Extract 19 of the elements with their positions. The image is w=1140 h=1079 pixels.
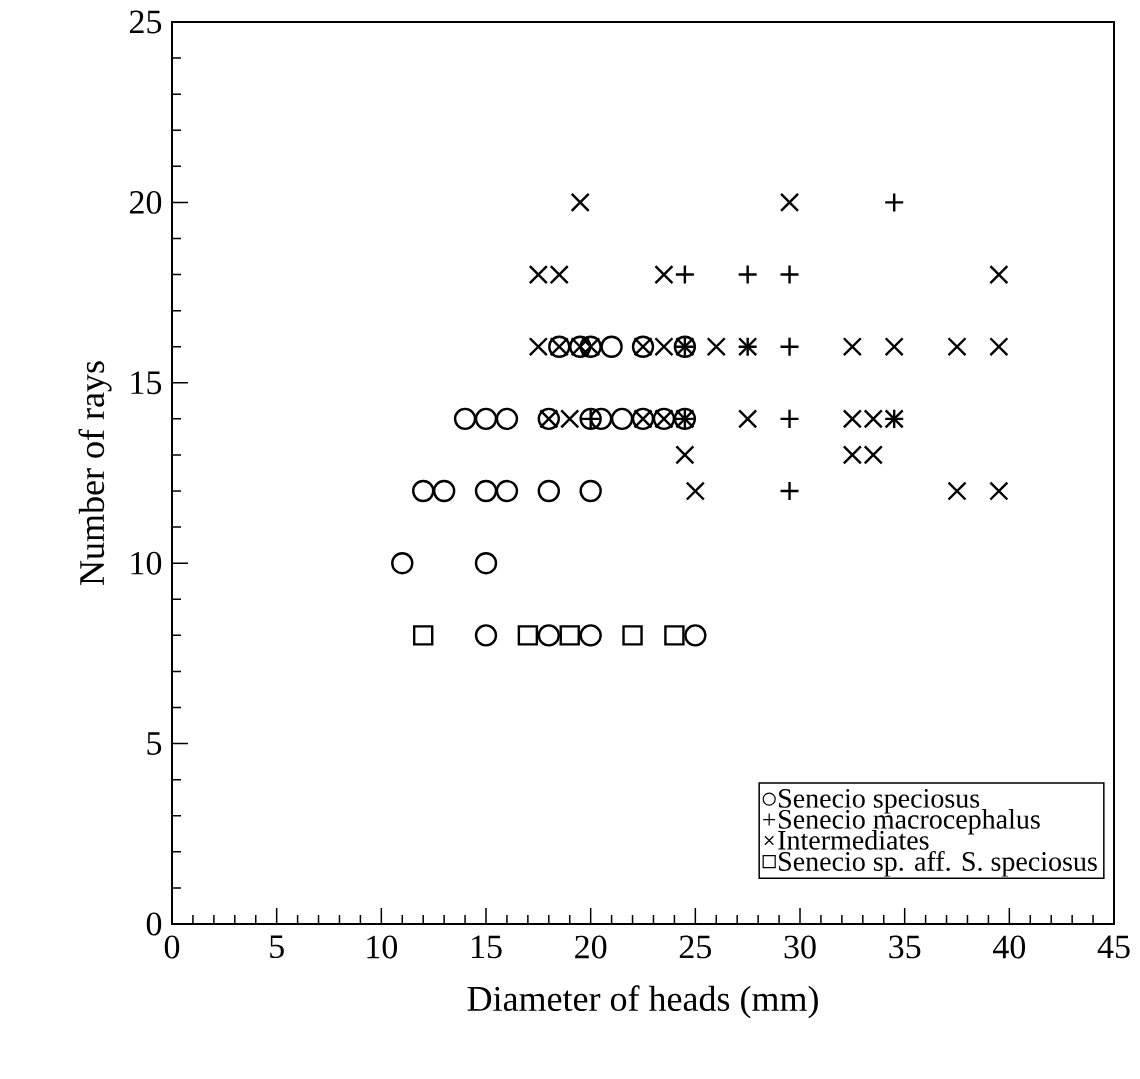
x-tick-label: 0 bbox=[164, 935, 180, 959]
x-tick-label: 45 bbox=[1097, 935, 1130, 959]
y-tick-label: 20 bbox=[129, 190, 162, 214]
y-tick-label: 5 bbox=[147, 732, 162, 755]
x-tick-label: 40 bbox=[993, 935, 1026, 959]
x-tick-label: 10 bbox=[367, 935, 398, 959]
x-axis-title: Diameter of heads (mm) bbox=[467, 985, 818, 1019]
y-tick-label: 10 bbox=[131, 551, 162, 575]
y-axis-title: Number of rays bbox=[78, 361, 112, 585]
x-tick-label: 15 bbox=[472, 935, 502, 959]
y-tick-label: 15 bbox=[131, 371, 162, 395]
y-tick-label: 0 bbox=[146, 912, 162, 936]
x-tick-label: 30 bbox=[784, 935, 816, 959]
x-tick-label: 5 bbox=[270, 935, 284, 959]
legend-label: Senecio sp. aff. S. speciosus bbox=[779, 850, 1097, 877]
y-tick-label: 25 bbox=[129, 10, 162, 34]
x-tick-label: 35 bbox=[889, 935, 921, 959]
x-tick-label: 25 bbox=[679, 935, 712, 959]
x-tick-label: 20 bbox=[575, 935, 607, 959]
